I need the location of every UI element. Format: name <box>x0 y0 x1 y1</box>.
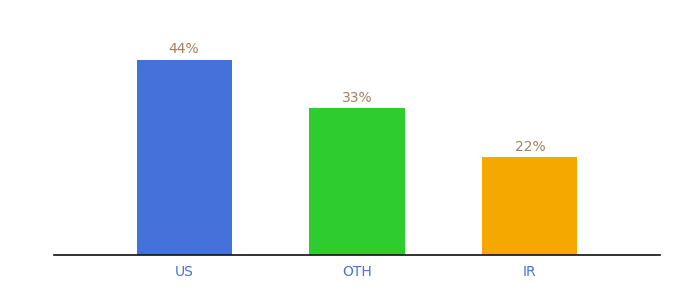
Text: 33%: 33% <box>341 91 373 105</box>
Text: 44%: 44% <box>169 42 199 56</box>
Text: 22%: 22% <box>515 140 545 154</box>
Bar <box>309 108 405 255</box>
Bar <box>482 157 577 255</box>
Bar <box>137 59 232 255</box>
